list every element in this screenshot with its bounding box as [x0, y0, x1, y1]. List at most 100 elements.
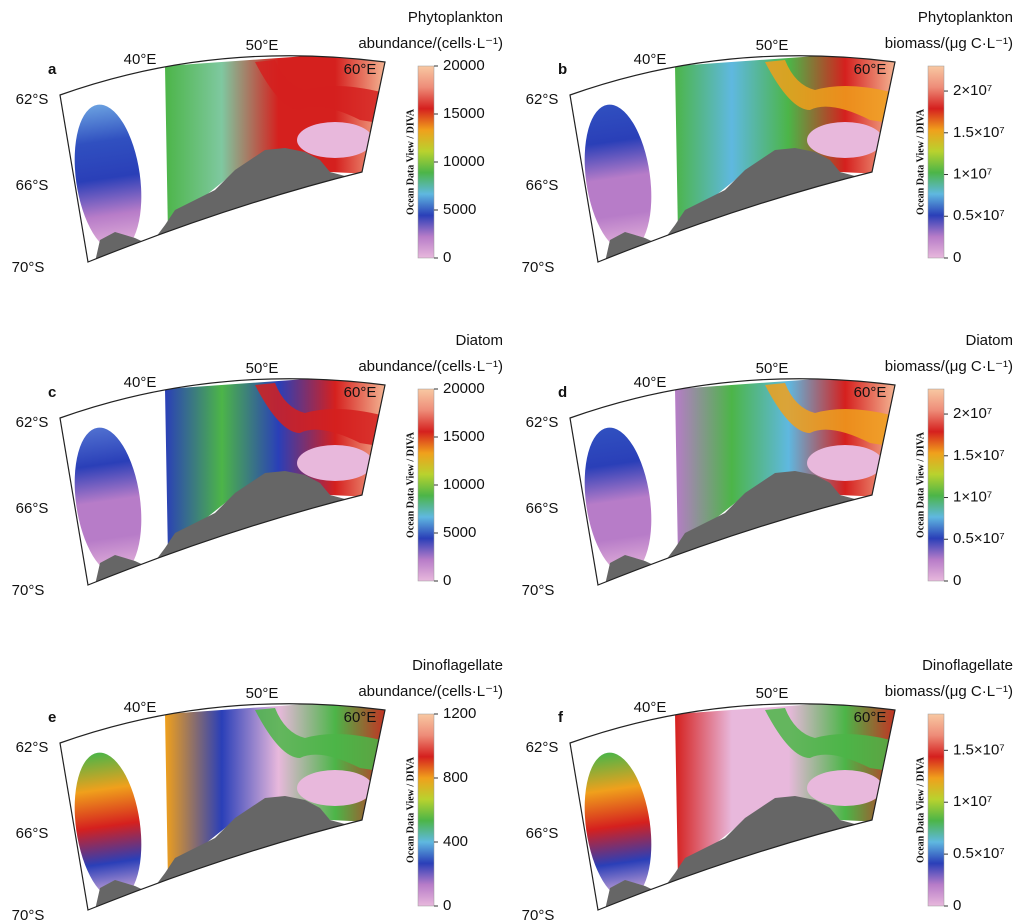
colorbar-tick-label: 1×10⁷ [953, 793, 992, 810]
lon-label: 40°E [634, 374, 667, 391]
colorbar [928, 714, 944, 906]
colorbar-label: Ocean Data View / DIVA [915, 431, 926, 538]
lat-label: 62°S [16, 414, 49, 431]
panel-title: abundance/(cells·L⁻¹) [358, 683, 503, 700]
colorbar-label: Ocean Data View / DIVA [405, 108, 416, 215]
colorbar-tick-label: 1×10⁷ [953, 165, 992, 182]
colorbar-tick-label: 5000 [443, 201, 476, 218]
colorbar-tick-label: 0 [953, 897, 961, 914]
colorbar [418, 714, 434, 906]
map [60, 698, 392, 910]
lon-label: 50°E [246, 37, 279, 54]
colorbar-tick-label: 15000 [443, 105, 485, 122]
panel-letter: b [558, 61, 567, 78]
colorbar-tick-label: 10000 [443, 153, 485, 170]
colorbar-tick-label: 0 [953, 249, 961, 266]
panel: f40°E50°E60°E62°S66°S70°SDinoflagellateb… [522, 657, 1013, 920]
panel-letter: a [48, 61, 57, 78]
panel-letter: e [48, 709, 56, 726]
data-low [297, 770, 373, 806]
colorbar-tick-label: 20000 [443, 57, 485, 74]
data-low [807, 770, 883, 806]
colorbar-tick-label: 0 [953, 572, 961, 589]
lat-label: 66°S [16, 825, 49, 842]
panel-title: Dinoflagellate [922, 657, 1013, 674]
data-low [297, 445, 373, 481]
figure: a 40°E 50°E 60°E 62°S 66°S 70°S Phytoplankton ab… [0, 0, 1023, 920]
panel: c40°E50°E60°E62°S66°S70°SDiatomabundance… [12, 332, 503, 599]
lon-label: 50°E [246, 360, 279, 377]
colorbar-tick-label: 2×10⁷ [953, 405, 992, 422]
colorbar-tick-label: 800 [443, 769, 468, 786]
colorbar-label: Ocean Data View / DIVA [915, 108, 926, 215]
lon-label: 40°E [634, 51, 667, 68]
colorbar [418, 66, 434, 258]
panel-title: Phytoplankton [918, 9, 1013, 26]
colorbar-tick-label: 0.5×10⁷ [953, 530, 1005, 547]
colorbar-tick-label: 10000 [443, 476, 485, 493]
panel: a40°E50°E60°E62°S66°S70°SPhytoplanktonab… [12, 9, 503, 276]
colorbar-tick-label: 0 [443, 249, 451, 266]
panel-letter: d [558, 384, 567, 401]
data-low [807, 445, 883, 481]
colorbar-label: Ocean Data View / DIVA [405, 756, 416, 863]
data-low [807, 122, 883, 158]
colorbar-tick-label: 400 [443, 833, 468, 850]
panel-title: biomass/(μg C·L⁻¹) [885, 35, 1013, 52]
colorbar-tick-label: 0.5×10⁷ [953, 207, 1005, 224]
colorbar-tick-label: 1.5×10⁷ [953, 447, 1005, 464]
lat-label: 66°S [526, 177, 559, 194]
colorbar-tick-label: 20000 [443, 380, 485, 397]
lon-label: 60°E [344, 61, 377, 78]
lon-label: 50°E [756, 37, 789, 54]
lon-label: 40°E [124, 699, 157, 716]
lon-label: 50°E [246, 685, 279, 702]
lat-label: 66°S [16, 177, 49, 194]
colorbar-label: Ocean Data View / DIVA [915, 756, 926, 863]
lat-label: 62°S [526, 739, 559, 756]
lat-label: 70°S [522, 259, 555, 276]
lat-label: 70°S [522, 907, 555, 920]
colorbar-tick-label: 5000 [443, 524, 476, 541]
lat-label: 70°S [522, 582, 555, 599]
panel: b 40°E 50°E 60°E 62°S 66°S 70°S Phytoplankton bi… [522, 9, 1013, 276]
map [570, 50, 902, 262]
lon-label: 50°E [756, 360, 789, 377]
lon-label: 50°E [756, 685, 789, 702]
lat-label: 70°S [12, 582, 45, 599]
panel-title: biomass/(μg C·L⁻¹) [885, 683, 1013, 700]
lon-label: 40°E [124, 51, 157, 68]
panel-title: abundance/(cells·L⁻¹) [358, 358, 503, 375]
colorbar-tick-label: 1.5×10⁷ [953, 124, 1005, 141]
lon-label: 60°E [854, 384, 887, 401]
colorbar-tick-label: 1200 [443, 705, 476, 722]
lat-label: 62°S [526, 414, 559, 431]
lat-label: 70°S [12, 907, 45, 920]
panel-letter: c [48, 384, 56, 401]
map [60, 373, 392, 585]
panel: d40°E50°E60°E62°S66°S70°SDiatombiomass/(… [522, 332, 1013, 599]
map [60, 50, 392, 262]
colorbar-tick-label: 2×10⁷ [953, 82, 992, 99]
colorbar-tick-label: 1.5×10⁷ [953, 741, 1005, 758]
colorbar [928, 389, 944, 581]
panel-title: Phytoplankton [408, 9, 503, 26]
lat-label: 66°S [526, 825, 559, 842]
colorbar-tick-label: 0 [443, 897, 451, 914]
lat-label: 70°S [12, 259, 45, 276]
map [570, 698, 902, 910]
lat-label: 66°S [526, 500, 559, 517]
lon-label: 40°E [634, 699, 667, 716]
panel: e40°E50°E60°E62°S66°S70°SDinoflagellatea… [12, 657, 503, 920]
panel-title: abundance/(cells·L⁻¹) [358, 35, 503, 52]
colorbar-tick-label: 1×10⁷ [953, 488, 992, 505]
panel-title: Dinoflagellate [412, 657, 503, 674]
colorbar-tick-label: 15000 [443, 428, 485, 445]
map [570, 373, 902, 585]
colorbar-tick-label: 0.5×10⁷ [953, 845, 1005, 862]
lon-label: 60°E [854, 61, 887, 78]
lat-label: 62°S [526, 91, 559, 108]
panel-title: Diatom [455, 332, 503, 349]
page: {"axes": {"lon_labels": ["40°E", "50°E",… [0, 0, 1023, 920]
colorbar [418, 389, 434, 581]
